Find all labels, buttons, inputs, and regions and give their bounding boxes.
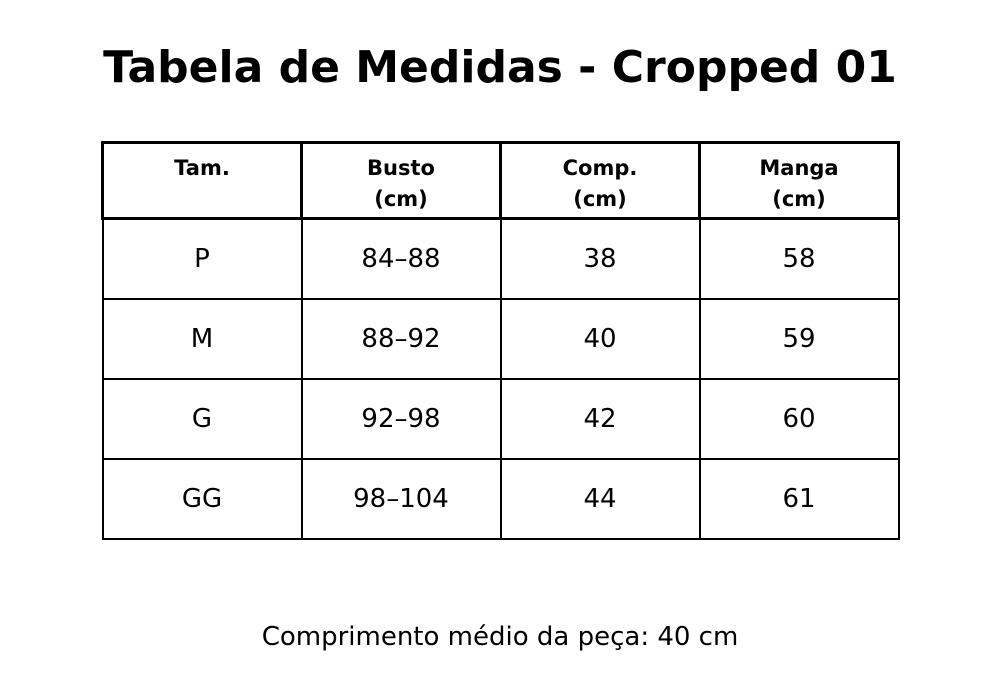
cell-length: 40 xyxy=(499,298,701,380)
header-unit: (cm) xyxy=(573,187,627,211)
size-table: Tam. Busto (cm) Comp. (cm) Manga (cm) P 84–8… xyxy=(101,141,900,540)
cell-size: P xyxy=(101,217,303,300)
cell-length: 38 xyxy=(499,217,701,300)
cell-size: GG xyxy=(101,458,303,540)
header-label: Comp. xyxy=(562,156,638,180)
header-unit: (cm) xyxy=(374,187,428,211)
cell-sleeve: 59 xyxy=(698,298,900,380)
header-label: Tam. xyxy=(174,156,230,180)
table-row: G 92–98 42 60 xyxy=(101,378,900,460)
cell-sleeve: 61 xyxy=(698,458,900,540)
table-row: GG 98–104 44 61 xyxy=(101,458,900,540)
header-unit: (cm) xyxy=(772,187,826,211)
header-row: Tam. Busto (cm) Comp. (cm) Manga (cm) xyxy=(101,141,900,220)
cell-size: G xyxy=(101,378,303,460)
header-bust: Busto (cm) xyxy=(300,141,502,220)
cell-bust: 92–98 xyxy=(300,378,502,460)
cell-bust: 84–88 xyxy=(300,217,502,300)
footer-note: Comprimento médio da peça: 40 cm xyxy=(261,622,739,652)
cell-length: 44 xyxy=(499,458,701,540)
header-label: Manga xyxy=(759,156,839,180)
header-size: Tam. xyxy=(101,141,303,220)
header-label: Busto xyxy=(367,156,435,180)
cell-length: 42 xyxy=(499,378,701,460)
table-row: M 88–92 40 59 xyxy=(101,298,900,380)
header-sleeve: Manga (cm) xyxy=(698,141,900,220)
cell-bust: 98–104 xyxy=(300,458,502,540)
cell-sleeve: 60 xyxy=(698,378,900,460)
cell-size: M xyxy=(101,298,303,380)
page-title: Tabela de Medidas - Cropped 01 xyxy=(103,42,897,93)
header-length: Comp. (cm) xyxy=(499,141,701,220)
table-row: P 84–88 38 58 xyxy=(101,217,900,300)
cell-bust: 88–92 xyxy=(300,298,502,380)
cell-sleeve: 58 xyxy=(698,217,900,300)
